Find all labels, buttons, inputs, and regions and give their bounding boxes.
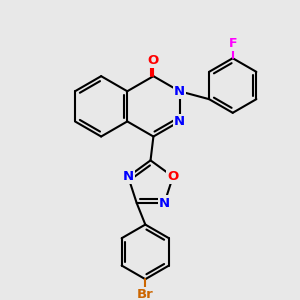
Text: O: O xyxy=(148,54,159,67)
Text: Br: Br xyxy=(137,289,154,300)
Text: F: F xyxy=(229,37,237,50)
Text: N: N xyxy=(174,115,185,128)
Text: N: N xyxy=(159,196,170,209)
Text: N: N xyxy=(174,85,185,98)
Text: N: N xyxy=(123,170,134,183)
Text: O: O xyxy=(167,170,178,183)
